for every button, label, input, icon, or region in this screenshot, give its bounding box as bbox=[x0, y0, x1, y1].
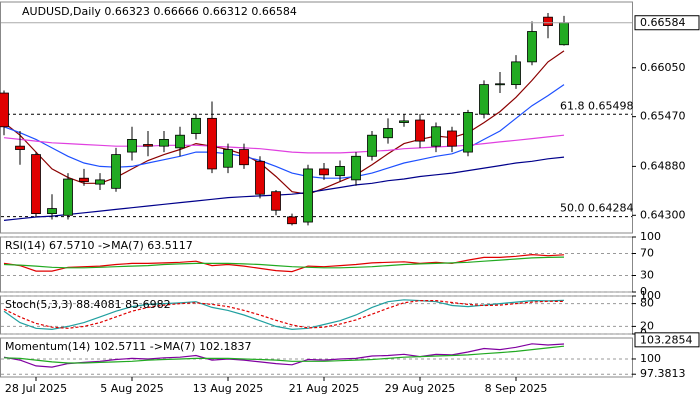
indicator-line bbox=[3, 345, 565, 364]
level-label: 61.8 0.65498 bbox=[560, 99, 634, 112]
y-tick-label: 0.64300 bbox=[640, 208, 686, 221]
candle-body bbox=[255, 160, 265, 195]
candle-body bbox=[15, 145, 25, 150]
indicator-header: Stoch(5,3,3) 88.4081 85.6982 bbox=[5, 298, 171, 311]
candle-body bbox=[223, 149, 233, 168]
marker-label: 103.2854 bbox=[640, 333, 693, 346]
indicator-line bbox=[3, 343, 565, 368]
candle-body bbox=[127, 139, 137, 153]
candle-body bbox=[143, 144, 153, 147]
indicator-name: RSI(14) bbox=[5, 239, 45, 252]
panel-frame bbox=[0, 1, 633, 234]
candle-body bbox=[79, 177, 89, 182]
indicator-readout: 63.5117 bbox=[147, 239, 193, 252]
indicator-header: Momentum(14) 102.5711 ->MA(7) 102.1837 bbox=[5, 340, 252, 353]
level-name: 50.0 bbox=[560, 202, 585, 215]
candle-body bbox=[383, 128, 393, 139]
candle-body bbox=[431, 126, 441, 147]
candle-body bbox=[303, 168, 313, 223]
y-tick-label: 0 bbox=[640, 285, 647, 298]
candle-body bbox=[479, 84, 489, 115]
indicator-header: RSI(14) 67.5710 ->MA(7) 63.5117 bbox=[5, 239, 193, 252]
y-tick-label: 0.64880 bbox=[640, 159, 686, 172]
candle-body bbox=[287, 216, 297, 225]
candle-body bbox=[31, 154, 41, 215]
quote-value: 0.66584 bbox=[251, 5, 297, 18]
indicator-readout: 67.5710 bbox=[49, 239, 95, 252]
candle-body bbox=[415, 119, 425, 142]
y-tick-label: 0.65470 bbox=[640, 110, 686, 123]
candle-body bbox=[463, 112, 473, 153]
level-value: 0.65498 bbox=[588, 99, 634, 112]
candle-body bbox=[399, 120, 409, 123]
level-name: 61.8 bbox=[560, 99, 585, 112]
candle-body bbox=[367, 134, 377, 157]
indicator-name: Stoch(5,3,3) bbox=[5, 298, 73, 311]
candle-body bbox=[543, 16, 553, 27]
chart-header: AUDUSD,Daily 0.66323 0.66666 0.66312 0.6… bbox=[22, 5, 297, 18]
candle-body bbox=[63, 178, 73, 216]
panel-frame bbox=[0, 236, 633, 293]
indicator-line bbox=[3, 299, 565, 331]
candle-body bbox=[447, 130, 457, 147]
indicator-line bbox=[3, 253, 565, 273]
candle-body bbox=[239, 149, 249, 166]
indicator-line bbox=[3, 256, 565, 269]
symbol: AUDUSD,Daily bbox=[22, 5, 101, 18]
candle-body bbox=[0, 92, 9, 128]
x-tick-label: 5 Aug 2025 bbox=[100, 382, 163, 395]
candle-body bbox=[271, 191, 281, 211]
indicator-readout: 88.4081 bbox=[76, 298, 122, 311]
x-tick-label: 29 Aug 2025 bbox=[385, 382, 455, 395]
candle-body bbox=[335, 165, 345, 177]
x-tick-label: 13 Aug 2025 bbox=[193, 382, 263, 395]
candle-body bbox=[159, 139, 169, 147]
candle-body bbox=[511, 61, 521, 86]
quote-value: 0.66666 bbox=[153, 5, 199, 18]
candle-body bbox=[47, 208, 57, 215]
candle-body bbox=[111, 154, 121, 189]
candle-body bbox=[207, 117, 217, 170]
indicator-readout: 102.1837 bbox=[199, 340, 252, 353]
indicator-line bbox=[3, 50, 565, 195]
level-label: 50.0 0.64284 bbox=[560, 202, 634, 215]
indicator-line bbox=[3, 134, 565, 154]
x-tick-label: 21 Aug 2025 bbox=[289, 382, 359, 395]
candle-body bbox=[495, 83, 505, 86]
marker-label: 0.66584 bbox=[640, 16, 686, 29]
marker-box bbox=[634, 332, 700, 348]
candle-body bbox=[319, 168, 329, 176]
quote-value: 0.66312 bbox=[202, 5, 248, 18]
indicator-line bbox=[3, 156, 565, 221]
candle-body bbox=[191, 117, 201, 134]
x-tick-label: 8 Sep 2025 bbox=[485, 382, 548, 395]
y-tick-label: 97.3813 bbox=[640, 367, 686, 380]
indicator-name: ->MA(7) bbox=[98, 239, 144, 252]
level-value: 0.64284 bbox=[588, 202, 634, 215]
y-tick-label: 100 bbox=[640, 352, 661, 365]
candle-body bbox=[351, 155, 361, 181]
candle-body bbox=[559, 22, 569, 46]
candle-body bbox=[527, 31, 537, 63]
x-tick-label: 28 Jul 2025 bbox=[5, 382, 67, 395]
y-tick-label: 80 bbox=[640, 297, 654, 310]
indicator-name: ->MA(7) bbox=[150, 340, 196, 353]
y-tick-label: 100 bbox=[640, 230, 661, 243]
panel-frame bbox=[0, 337, 633, 378]
y-tick-label: 70 bbox=[640, 247, 654, 260]
marker-box bbox=[634, 15, 700, 31]
y-tick-label: 100 bbox=[640, 289, 661, 302]
candle-body bbox=[95, 179, 105, 185]
indicator-readout: 85.6982 bbox=[125, 298, 171, 311]
indicator-readout: 102.5711 bbox=[94, 340, 147, 353]
indicator-line bbox=[3, 300, 565, 329]
y-tick-label: 20 bbox=[640, 319, 654, 332]
y-tick-label: 0.66050 bbox=[640, 61, 686, 74]
y-tick-label: 30 bbox=[640, 269, 654, 282]
candle-body bbox=[175, 134, 185, 149]
quote-value: 0.66323 bbox=[104, 5, 150, 18]
panel-frame bbox=[0, 295, 633, 335]
indicator-name: Momentum(14) bbox=[5, 340, 90, 353]
